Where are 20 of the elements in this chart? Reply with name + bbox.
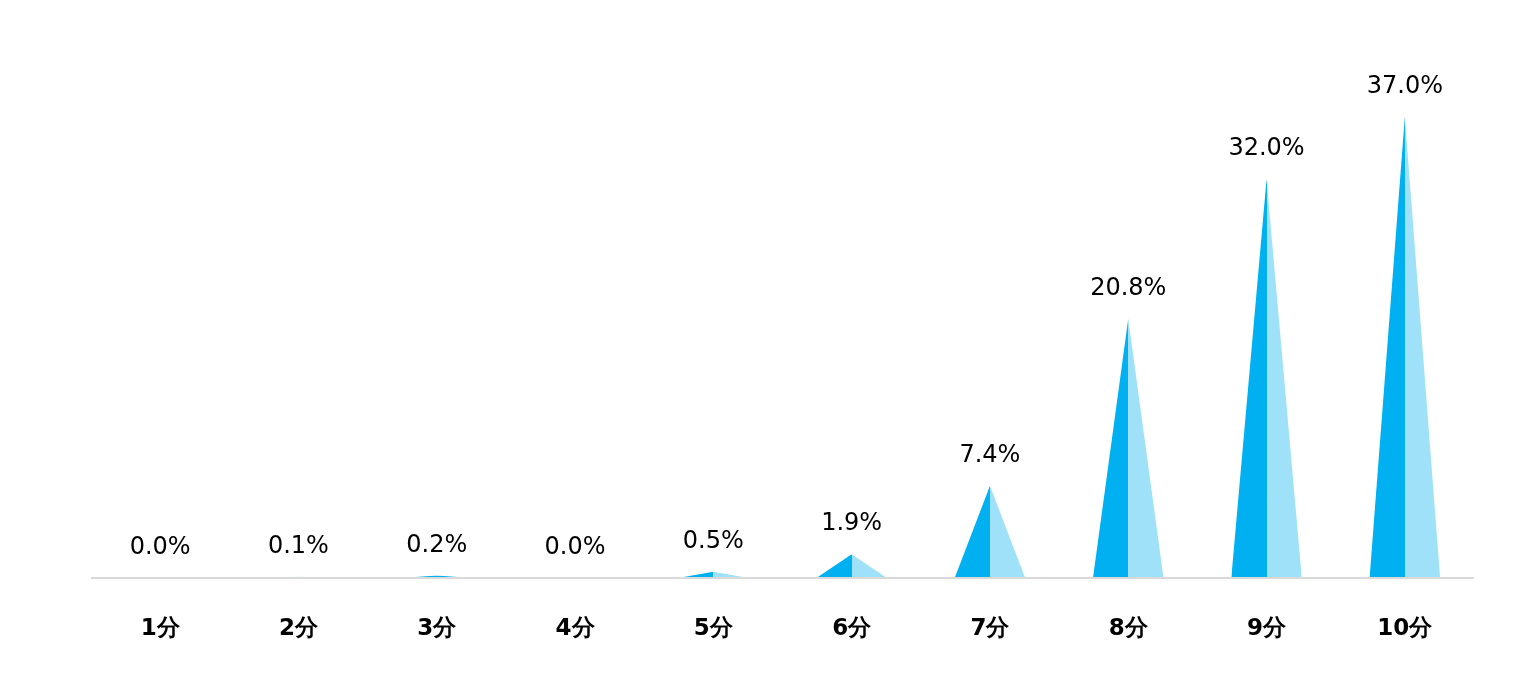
data-label: 1.9% (821, 508, 883, 537)
data-label: 0.0% (544, 532, 606, 560)
data-label: 20.8% (1090, 272, 1167, 301)
data-label: 7.4% (959, 439, 1021, 468)
data-label: 0.1% (267, 530, 329, 559)
x-tick-label: 8分 (1108, 614, 1149, 641)
x-tick-label: 6分 (832, 614, 873, 641)
data-label: 37.0% (1366, 71, 1443, 99)
data-label: 32.0% (1228, 133, 1305, 162)
x-tick-label: 3分 (417, 614, 458, 641)
x-tick-label: 7分 (970, 614, 1011, 641)
data-label: 0.5% (682, 525, 744, 554)
x-tick-label: 1分 (140, 614, 181, 641)
x-tick-label: 2分 (278, 614, 319, 641)
data-label: 0.2% (406, 529, 468, 558)
x-tick-label: 5分 (693, 614, 734, 641)
x-tick-label: 4分 (555, 614, 596, 641)
x-tick-label: 9分 (1247, 614, 1288, 641)
data-label: 0.0% (129, 532, 191, 560)
x-tick-label: 10分 (1377, 614, 1434, 641)
